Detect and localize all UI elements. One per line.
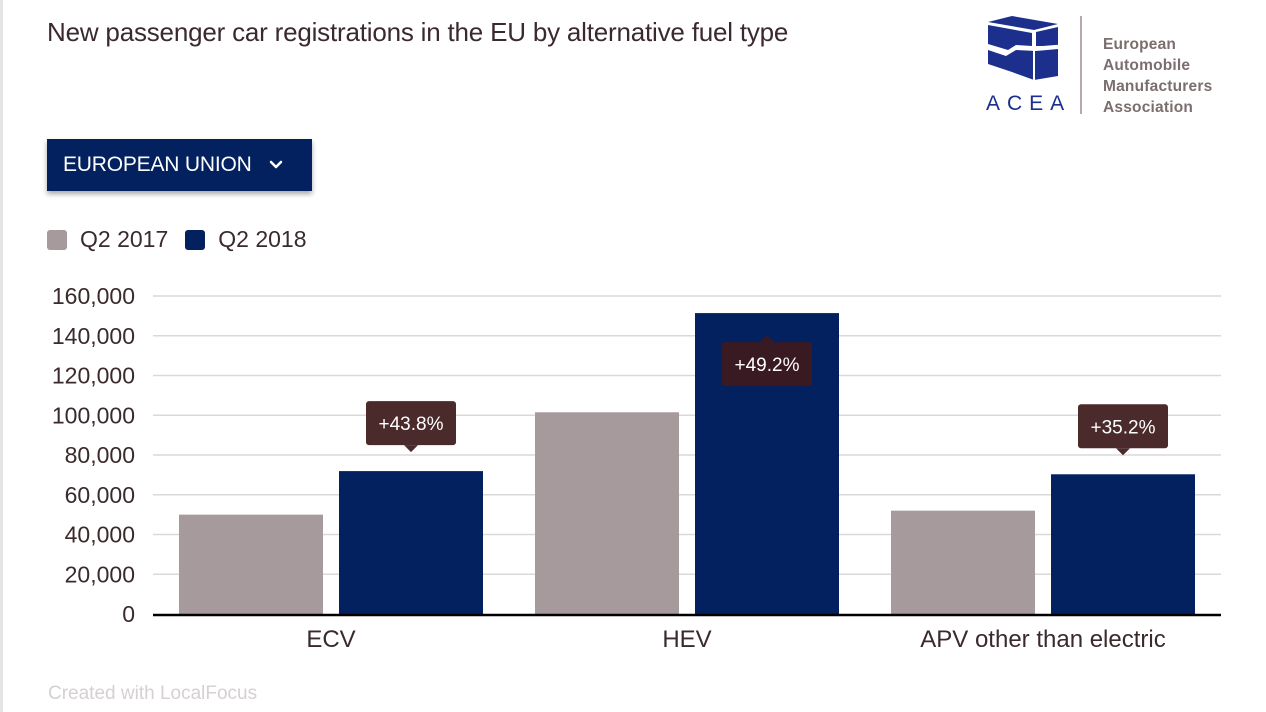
bars xyxy=(179,313,1195,614)
y-tick-label: 140,000 xyxy=(52,323,135,349)
change-annotation: +43.8% xyxy=(366,401,456,453)
y-tick-label: 60,000 xyxy=(65,482,135,508)
y-tick-label: 160,000 xyxy=(52,283,135,309)
x-tick-label: HEV xyxy=(662,626,711,653)
annotation-label: +35.2% xyxy=(1091,417,1156,438)
logo-name-line: Automobile xyxy=(1103,57,1191,74)
chevron-down-icon xyxy=(269,160,282,169)
logo-name-line: Association xyxy=(1103,99,1194,116)
annotations: +43.8% +49.2% +35.2% xyxy=(366,335,1168,456)
logo-acronym: ACEA xyxy=(986,92,1072,115)
bar-ecv-q2-2018 xyxy=(339,471,483,614)
footer-credit: Created with LocalFocus xyxy=(48,683,258,704)
bar-apv-other-than-electric-q2-2018 xyxy=(1051,474,1195,614)
region-dropdown[interactable]: EUROPEAN UNION xyxy=(47,139,312,191)
y-tick-label: 80,000 xyxy=(65,442,135,468)
annotation-label: +49.2% xyxy=(735,355,800,376)
y-tick-label: 120,000 xyxy=(52,363,135,389)
logo-name-line: Manufacturers xyxy=(1103,78,1213,95)
change-annotation: +49.2% xyxy=(722,335,812,387)
logo-name-line: European xyxy=(1103,36,1177,53)
legend-item-q2-2018[interactable]: Q2 2018 xyxy=(185,226,307,253)
annotation-pointer xyxy=(404,445,418,453)
region-dropdown-label: EUROPEAN UNION xyxy=(63,153,252,176)
legend-label: Q2 2018 xyxy=(218,226,307,252)
x-tick-label: ECV xyxy=(306,626,355,653)
x-axis-ticks: ECV HEV APV other than electric xyxy=(306,626,1165,653)
annotation-box xyxy=(366,401,456,446)
bar-apv-other-than-electric-q2-2017 xyxy=(891,510,1035,614)
logo-org-name: European Automobile Manufacturers Associ… xyxy=(1103,34,1212,118)
annotation-label: +43.8% xyxy=(379,414,444,435)
page-left-border xyxy=(0,0,3,712)
logo-divider xyxy=(1080,16,1082,114)
annotation-pointer xyxy=(1116,448,1130,456)
annotation-box xyxy=(1078,404,1168,449)
change-annotation: +35.2% xyxy=(1078,404,1168,456)
y-tick-label: 20,000 xyxy=(65,561,135,587)
gridlines xyxy=(153,295,1221,575)
chart-legend: Q2 2017 Q2 2018 xyxy=(47,226,324,253)
bar-ecv-q2-2017 xyxy=(179,514,323,614)
y-tick-label: 0 xyxy=(122,601,135,627)
x-tick-label: APV other than electric xyxy=(920,626,1165,653)
bar-hev-q2-2017 xyxy=(535,412,679,614)
legend-swatch-q2-2018 xyxy=(185,229,206,250)
chart-title: New passenger car registrations in the E… xyxy=(47,17,789,47)
bar-chart: 0 20,000 40,000 60,000 80,000 100,000 120,000 1… xyxy=(52,283,1221,653)
annotation-box xyxy=(722,342,812,387)
y-tick-label: 40,000 xyxy=(65,522,135,548)
legend-item-q2-2017[interactable]: Q2 2017 xyxy=(47,226,168,253)
y-axis-ticks: 0 20,000 40,000 60,000 80,000 100,000 120,000 1… xyxy=(52,283,135,627)
acea-cube-icon xyxy=(987,16,1059,80)
legend-swatch-q2-2017 xyxy=(47,229,67,250)
y-tick-label: 100,000 xyxy=(52,402,135,428)
legend-label: Q2 2017 xyxy=(80,226,169,252)
acea-logo: ACEA European Automobile Manufacturers A… xyxy=(980,12,1240,122)
annotation-pointer xyxy=(760,335,774,343)
